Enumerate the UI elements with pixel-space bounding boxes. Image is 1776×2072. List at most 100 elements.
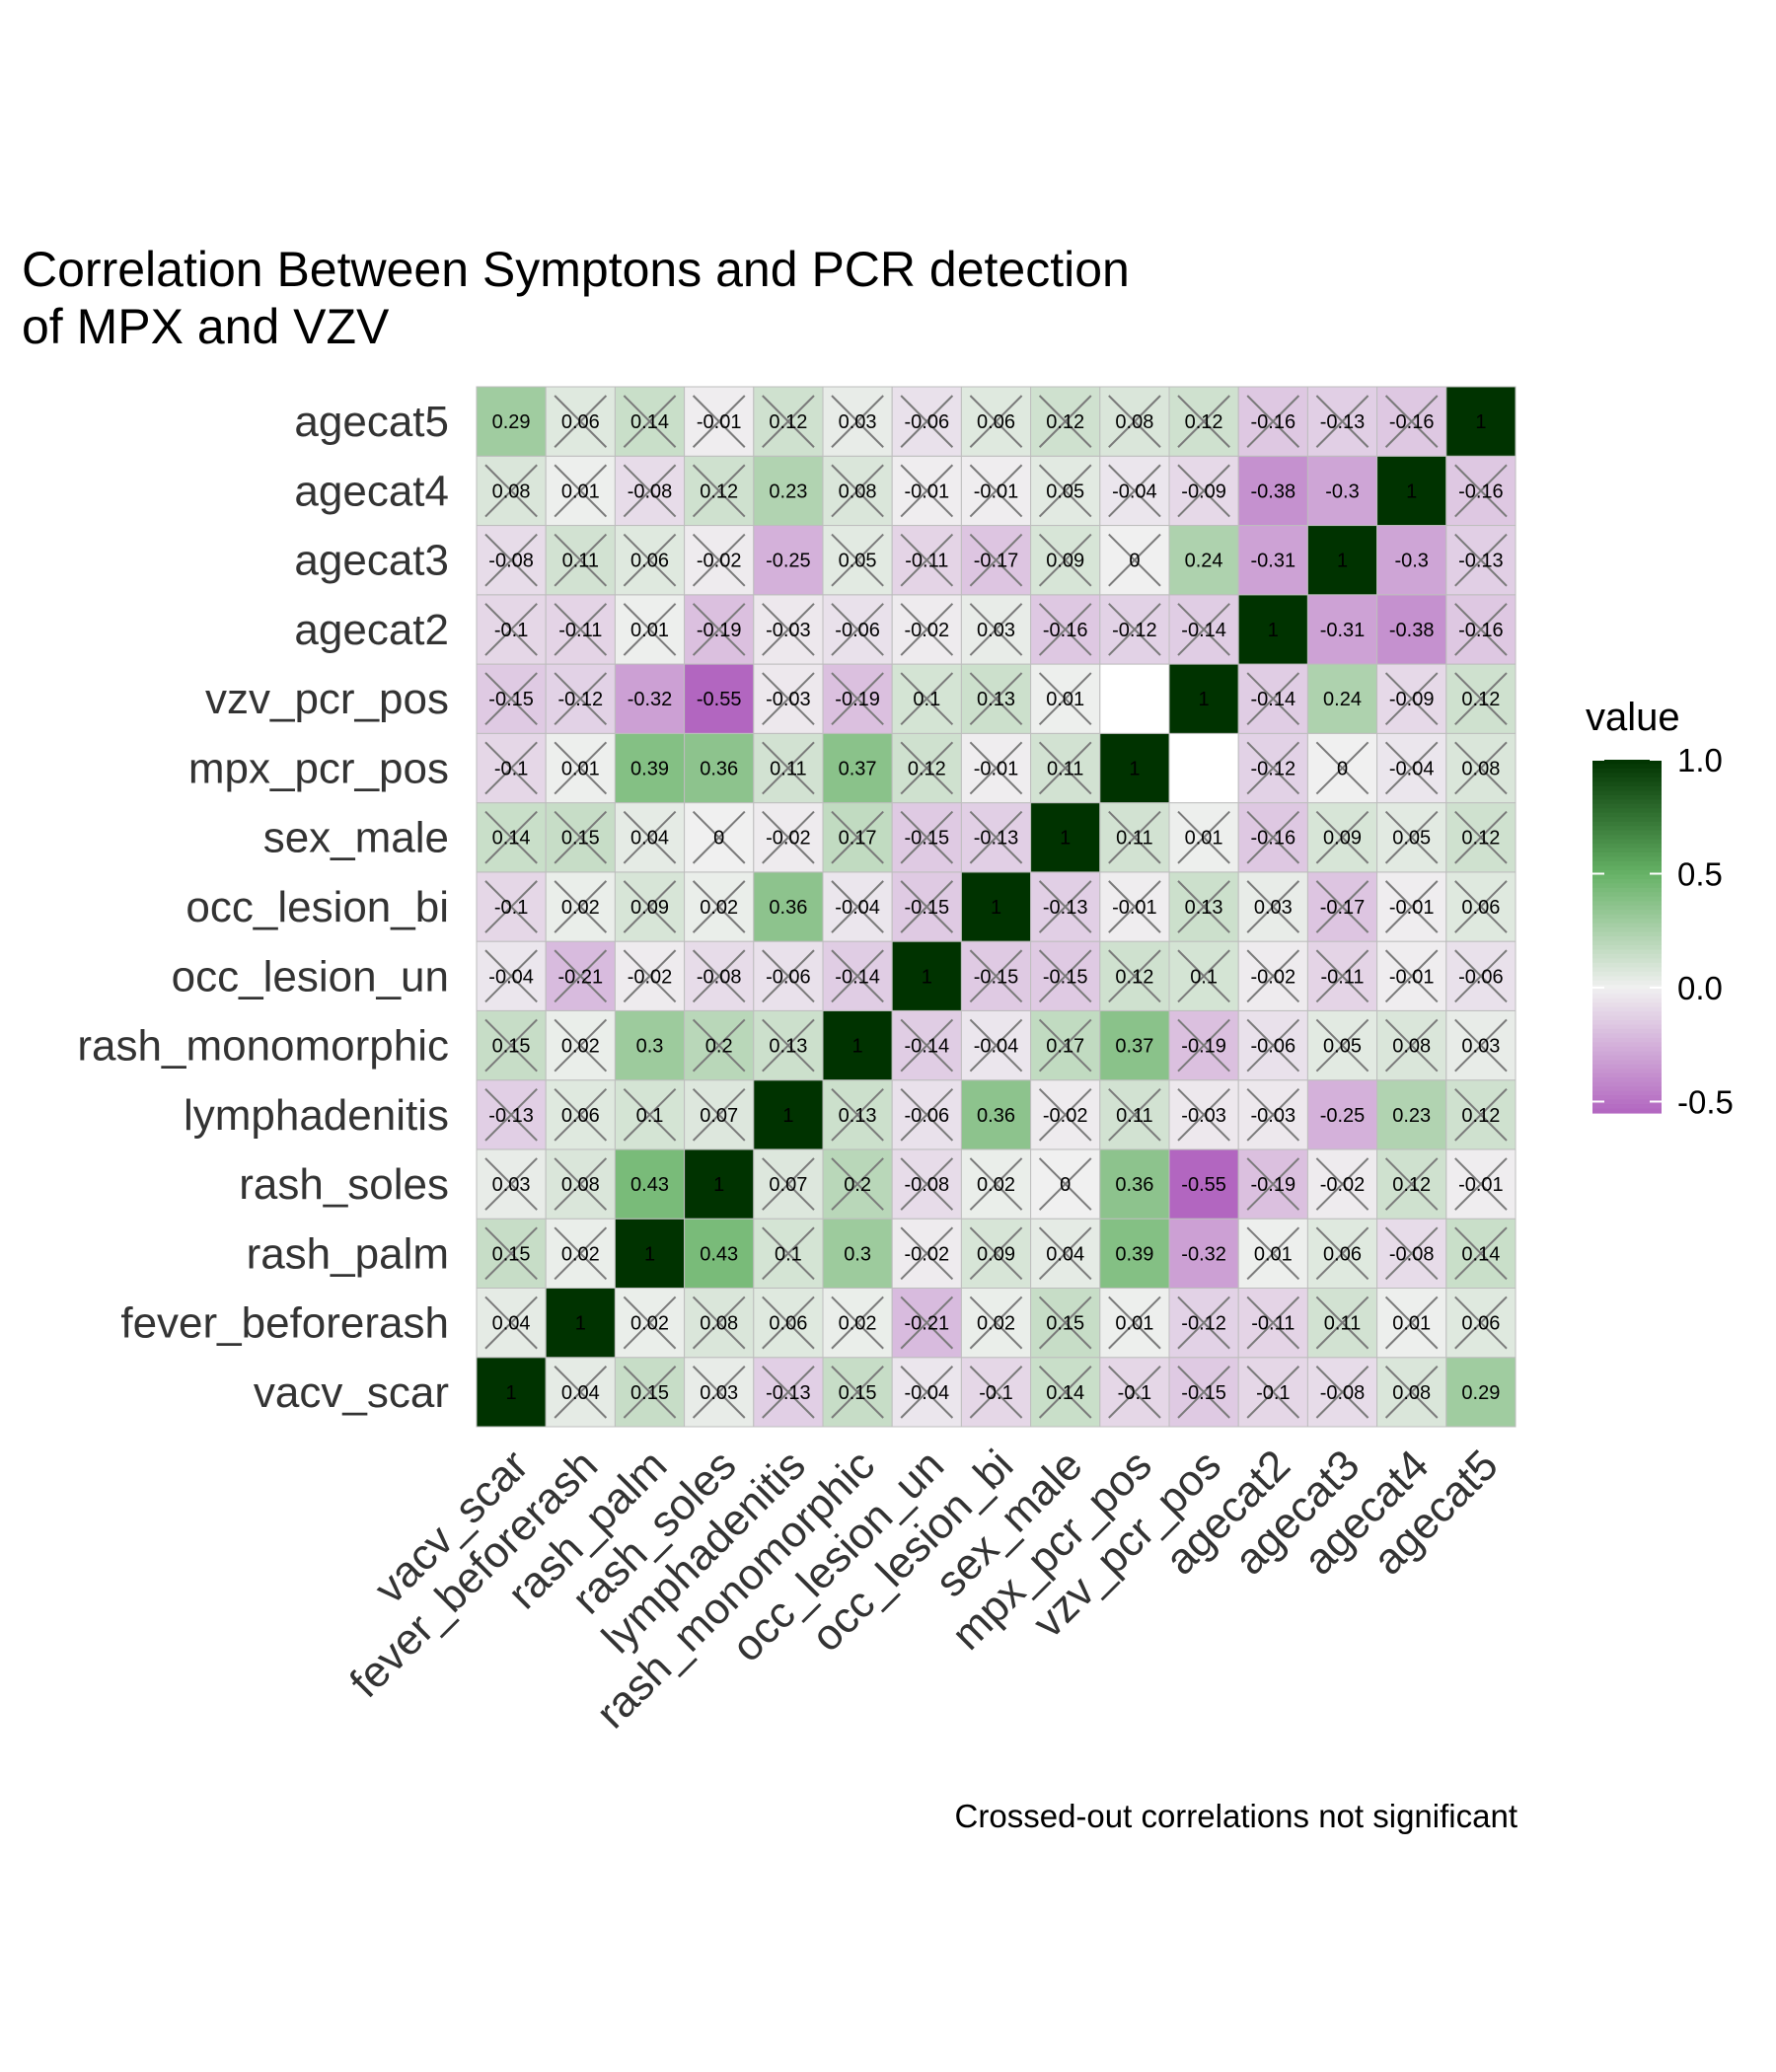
cell-cross-mark <box>623 1087 677 1142</box>
y-tick-label: agecat5 <box>294 398 449 446</box>
cell-cross-mark <box>1246 880 1300 933</box>
cell-value-label: 0.06 <box>1461 897 1500 919</box>
legend-gradient-segment <box>1592 887 1662 893</box>
cell-cross-mark <box>1038 741 1092 795</box>
cell-cross-mark <box>1454 741 1508 795</box>
legend-gradient-segment <box>1592 1051 1662 1057</box>
cell-value-label: -0.1 <box>494 620 528 641</box>
cell-cross-mark <box>1108 603 1161 656</box>
cell-cross-mark <box>1246 810 1300 864</box>
cell-cross-mark <box>1038 1295 1092 1350</box>
cell-value-label: 0.05 <box>839 551 877 572</box>
legend-gradient-segment <box>1592 940 1662 946</box>
cell-cross-mark <box>1177 1295 1230 1350</box>
heatmap-cell <box>1168 732 1239 804</box>
cell-value-label: 0.2 <box>705 1036 733 1058</box>
heatmap-cell <box>1099 1218 1170 1289</box>
cell-cross-mark <box>1177 880 1230 933</box>
cell-value-label: -0.15 <box>1181 1382 1226 1404</box>
legend-gradient-segment <box>1592 826 1662 832</box>
cell-cross-mark <box>900 880 954 933</box>
cell-cross-mark <box>1177 603 1230 656</box>
cell-value-label: 0.03 <box>839 411 877 433</box>
cell-value-label: 0.08 <box>492 481 531 502</box>
legend-tick-label: 0.5 <box>1677 855 1723 892</box>
cell-cross-mark <box>762 1018 815 1073</box>
heatmap-cell <box>1306 663 1378 734</box>
cell-cross-mark <box>900 672 954 726</box>
legend-gradient-segment <box>1592 1024 1662 1030</box>
legend-gradient-segment <box>1592 976 1662 982</box>
cell-value-label: -0.15 <box>905 897 950 919</box>
cell-value-label: 0.03 <box>1461 1036 1500 1058</box>
legend-gradient-segment <box>1592 901 1662 907</box>
chart-title-line-2: of MPX and VZV <box>22 299 390 354</box>
legend-gradient-segment <box>1592 844 1662 850</box>
cell-cross-mark <box>554 1018 608 1073</box>
cell-value-label: 0 <box>1337 758 1348 779</box>
cell-value-label: -0.02 <box>628 966 673 988</box>
cell-cross-mark <box>831 672 884 726</box>
legend-title: value <box>1586 696 1680 739</box>
cell-value-label: 1 <box>644 1243 655 1265</box>
heatmap-cell <box>960 1079 1032 1150</box>
x-axis-labels: vacv_scarfever_beforerashrash_palmrash_s… <box>340 1441 1507 1738</box>
cell-cross-mark <box>623 810 677 864</box>
legend-gradient-segment <box>1592 1099 1662 1105</box>
cell-value-label: 0.02 <box>977 1313 1015 1335</box>
cell-cross-mark <box>484 1157 538 1211</box>
cell-value-label: -0.01 <box>1458 1174 1504 1196</box>
cell-value-label: -0.13 <box>1320 411 1366 433</box>
cell-value-label: 0.14 <box>1461 1243 1500 1265</box>
cell-value-label: -0.31 <box>1251 551 1296 572</box>
cell-value-label: 0.11 <box>1324 1313 1361 1335</box>
cell-cross-mark <box>762 395 815 448</box>
legend-gradient-segment <box>1592 883 1662 889</box>
cell-value-label: -0.31 <box>1320 620 1366 641</box>
cell-value-label: 0.12 <box>769 411 807 433</box>
cell-value-label: 0.02 <box>700 897 738 919</box>
heatmap-cell <box>1168 1148 1239 1220</box>
cell-value-label: -0.13 <box>766 1382 811 1404</box>
cell-cross-mark <box>969 1226 1023 1281</box>
cell-value-label: -0.13 <box>1043 897 1088 919</box>
cell-value-label: -0.12 <box>1181 1313 1226 1335</box>
cell-value-label: 0.08 <box>700 1313 738 1335</box>
cell-value-label: 0.08 <box>561 1174 600 1196</box>
cell-value-label: 0.15 <box>1046 1313 1084 1335</box>
legend-gradient-segment <box>1592 927 1662 933</box>
cell-value-label: -0.02 <box>905 1243 950 1265</box>
cell-cross-mark <box>900 1157 954 1211</box>
cell-value-label: 0.29 <box>1461 1382 1500 1404</box>
cell-value-label: -0.06 <box>905 411 950 433</box>
legend-gradient-segment <box>1592 835 1662 841</box>
heatmap-cell <box>1306 594 1378 665</box>
cell-value-label: 0.37 <box>839 758 877 779</box>
cell-cross-mark <box>969 1366 1023 1419</box>
cell-cross-mark <box>554 395 608 448</box>
legend-gradient-segment <box>1592 1011 1662 1017</box>
legend-gradient-segment <box>1592 878 1662 884</box>
cell-value-label: -0.13 <box>974 828 1019 850</box>
cell-value-label: 0.06 <box>561 1105 600 1127</box>
legend-gradient-segment <box>1592 958 1662 964</box>
cell-value-label: 0.06 <box>561 411 600 433</box>
cell-value-label: 1 <box>1199 689 1210 710</box>
cell-value-label: -0.15 <box>1043 966 1088 988</box>
cell-value-label: -0.04 <box>488 966 534 988</box>
cell-value-label: -0.16 <box>1458 481 1504 502</box>
cell-cross-mark <box>692 1087 746 1142</box>
legend-gradient-segment <box>1592 781 1662 787</box>
cell-value-label: 0.06 <box>1323 1243 1362 1265</box>
cell-value-label: 0.11 <box>1116 1105 1152 1127</box>
heatmap-cell <box>684 663 755 734</box>
legend-gradient-segment <box>1592 1081 1662 1087</box>
cell-cross-mark <box>900 1226 954 1281</box>
cell-value-label: 0.04 <box>1046 1243 1084 1265</box>
legend-gradient-segment <box>1592 865 1662 871</box>
cell-cross-mark <box>1246 1366 1300 1419</box>
legend-gradient-segment <box>1592 860 1662 866</box>
cell-value-label: -0.06 <box>1251 1036 1296 1058</box>
cell-cross-mark <box>831 395 884 448</box>
cell-value-label: 1 <box>1337 551 1348 572</box>
